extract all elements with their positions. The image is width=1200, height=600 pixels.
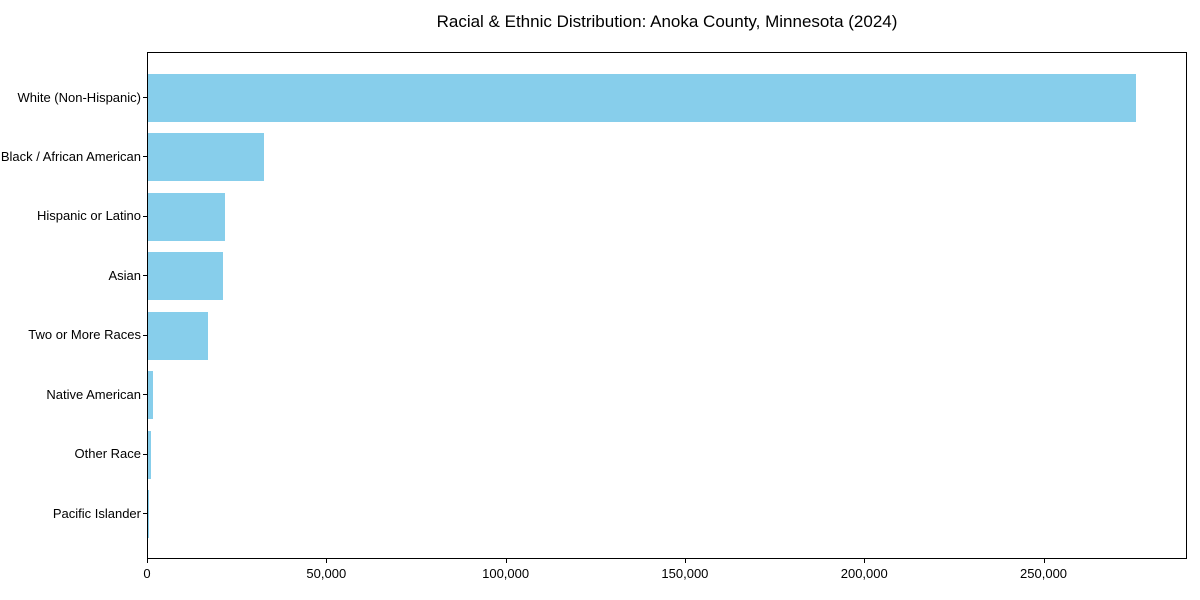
x-tick-mark [1043,559,1045,563]
x-tick-label: 0 [143,566,151,581]
x-tick-label: 250,000 [1020,566,1068,581]
bar [148,311,209,360]
bar [148,74,1136,122]
x-tick-mark [505,559,507,563]
y-tick-label: White (Non-Hispanic) [17,89,141,105]
y-tick-mark [143,513,147,515]
bar [148,371,153,420]
y-tick-mark [143,453,147,455]
y-tick-mark [143,215,147,217]
bar [148,490,149,539]
plot-area [147,52,1187,559]
y-tick-mark [143,156,147,158]
bar [148,252,224,301]
x-tick-mark [147,559,148,563]
chart-title: Racial & Ethnic Distribution: Anoka Coun… [436,12,898,31]
y-tick-mark [143,394,147,396]
y-tick-mark [143,275,147,277]
y-tick-label: Hispanic or Latino [36,208,141,224]
y-tick-mark [143,334,147,336]
y-tick-label: Pacific Islander [52,505,141,521]
x-tick-mark [326,559,328,563]
y-tick-label: Black / African American [0,148,141,164]
x-tick-mark [864,559,866,563]
x-tick-label: 50,000 [306,566,347,581]
y-tick-label: Two or More Races [28,327,141,343]
y-tick-label: Native American [46,386,141,402]
x-tick-label: 100,000 [482,566,530,581]
x-tick-label: 200,000 [840,566,888,581]
x-tick-label: 150,000 [661,566,709,581]
x-tick-mark [684,559,686,563]
y-tick-mark [143,97,147,98]
bar [148,192,225,241]
bar [148,133,264,182]
bar [148,430,152,479]
y-tick-label: Asian [108,267,141,283]
y-tick-label: Other Race [74,446,141,462]
